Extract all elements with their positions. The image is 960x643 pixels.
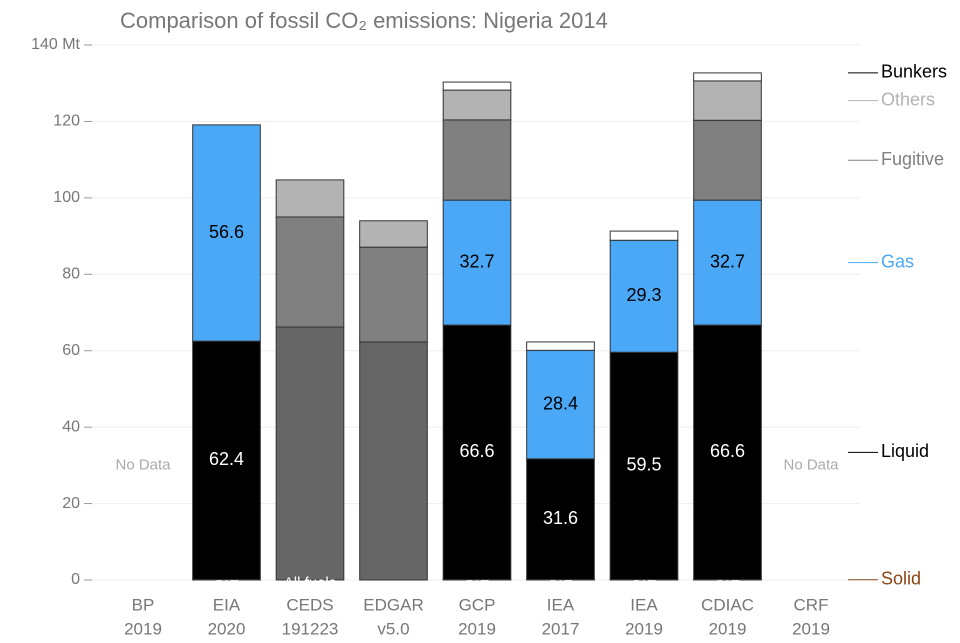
x-tick-label: 2019	[625, 619, 663, 638]
bar-segment	[693, 80, 762, 121]
value-label: 62.4	[209, 449, 244, 469]
value-label: 66.6	[710, 441, 745, 461]
bar-segment	[275, 326, 345, 581]
x-tick-label: CDIAC	[701, 595, 754, 614]
x-tick-label: v5.0	[377, 619, 409, 638]
bar-segment	[442, 81, 512, 91]
bar-segment	[526, 349, 595, 460]
legend-label: Gas	[881, 251, 914, 271]
y-tick-label: 20	[62, 495, 80, 512]
bar-segment	[359, 341, 428, 581]
bar-segment	[609, 351, 679, 581]
y-tick-label: 40	[62, 418, 80, 435]
value-label: 29.3	[626, 285, 661, 305]
x-tick-label: CEDS	[286, 595, 333, 614]
y-tick-label: 140 Mt	[31, 36, 80, 53]
value-label: 31.6	[543, 508, 578, 528]
legend-label: Liquid	[881, 441, 929, 461]
bar-segment	[442, 119, 512, 201]
bar-segment	[275, 179, 345, 218]
bar-segment	[442, 199, 512, 326]
y-tick-label: 80	[62, 266, 80, 283]
x-tick-label: BP	[132, 595, 155, 614]
bar-segment	[609, 239, 679, 353]
x-tick-label: 2017	[542, 619, 580, 638]
legend-label: Bunkers	[881, 62, 947, 82]
x-tick-label: 2019	[458, 619, 496, 638]
x-tick-label: CRF	[794, 595, 829, 614]
bar-segment	[693, 72, 762, 82]
bar-segment	[693, 199, 762, 326]
y-tick-label: 120	[53, 113, 80, 130]
bar-segment	[442, 324, 512, 581]
bar-segment	[693, 119, 762, 201]
x-tick-label: EDGAR	[363, 595, 423, 614]
legend-label: Solid	[881, 569, 921, 589]
y-tick-label: 0	[71, 571, 80, 588]
value-label: 28.4	[543, 393, 578, 413]
x-tick-label: 191223	[282, 619, 339, 638]
value-label: 56.6	[209, 222, 244, 242]
x-tick-label: IEA	[547, 595, 575, 614]
no-data-label: No Data	[115, 457, 171, 474]
x-tick-label: 2019	[792, 619, 830, 638]
value-label: 32.7	[459, 251, 494, 271]
bar-segment	[693, 324, 762, 581]
value-label: 59.5	[626, 455, 661, 475]
x-tick-label: GCP	[459, 595, 496, 614]
x-tick-label: 2019	[709, 619, 747, 638]
bar-segment	[359, 246, 428, 343]
x-tick-label: 2019	[124, 619, 162, 638]
bar-name-label: All fuels	[284, 574, 337, 591]
bar-segment	[442, 89, 512, 121]
x-tick-label: EIA	[213, 595, 241, 614]
x-tick-label: IEA	[630, 595, 658, 614]
bar-segment	[275, 216, 345, 328]
bar-segment	[526, 458, 595, 581]
legend-label: Others	[881, 89, 935, 109]
y-tick-label: 100	[53, 189, 80, 206]
chart-title: Comparison of fossil CO₂ emissions: Nige…	[120, 8, 608, 33]
bar-segment	[526, 341, 595, 351]
value-label: 66.6	[459, 441, 494, 461]
bar-name-label: All fuels	[367, 582, 420, 599]
bar-segment	[359, 220, 428, 248]
bar-segment	[192, 340, 261, 581]
value-label: 32.7	[710, 251, 745, 271]
x-tick-label: 2020	[208, 619, 246, 638]
no-data-label: No Data	[783, 457, 839, 474]
bar-segment	[192, 124, 261, 342]
bar-segment	[609, 230, 679, 241]
legend-label: Fugitive	[881, 149, 944, 169]
y-tick-label: 60	[62, 342, 80, 359]
